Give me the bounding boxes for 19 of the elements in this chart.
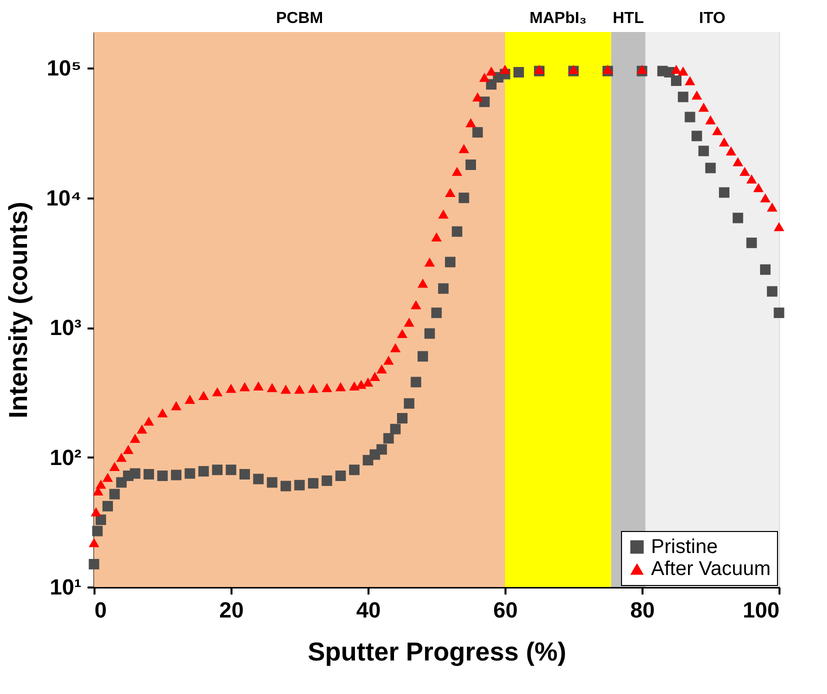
x-tick-label: 40: [356, 598, 381, 622]
y-tick-label: 10⁵: [46, 56, 82, 81]
x-tick-label: 100: [742, 598, 780, 622]
legend-label: Pristine: [651, 536, 718, 558]
band-label: PCBM: [276, 10, 324, 27]
x-tick-label: 0: [94, 598, 107, 622]
x-tick-label: 20: [219, 598, 244, 622]
y-tick-label: 10²: [50, 444, 82, 470]
band-label: MAPbI₃: [530, 10, 587, 27]
y-tick-label: 10³: [50, 315, 82, 340]
band-label: ITO: [699, 10, 726, 27]
band-label: HTL: [612, 10, 644, 27]
y-tick-label: 10⁴: [46, 185, 82, 210]
y-tick-label: 10¹: [50, 574, 82, 600]
x-tick-label: 60: [493, 598, 518, 622]
legend-label: After Vacuum: [651, 558, 771, 580]
x-tick-label: 80: [630, 598, 655, 622]
y-axis-title: Intensity (counts): [3, 202, 34, 418]
x-axis-title: Sputter Progress (%): [308, 636, 566, 666]
